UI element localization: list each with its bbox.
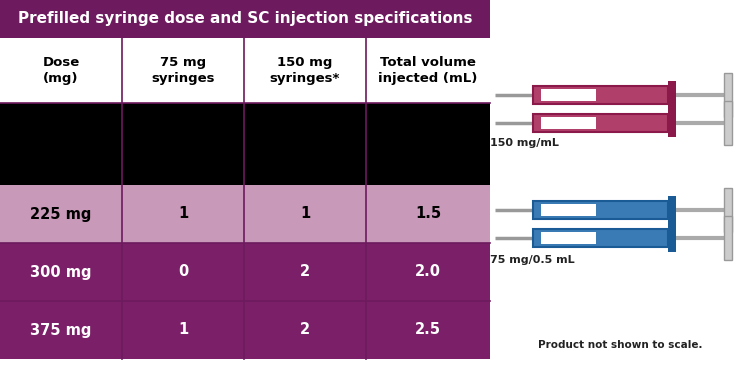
Bar bbox=[724, 73, 732, 117]
Bar bbox=[0, 185, 490, 243]
Text: 2.5: 2.5 bbox=[415, 323, 441, 337]
Bar bbox=[533, 114, 668, 132]
Text: Total volume
injected (mL): Total volume injected (mL) bbox=[378, 56, 478, 85]
Text: 225 mg: 225 mg bbox=[30, 206, 92, 222]
Text: 0: 0 bbox=[178, 264, 188, 280]
Bar bbox=[541, 117, 596, 129]
Text: 1: 1 bbox=[300, 206, 310, 222]
Bar bbox=[668, 224, 676, 252]
Bar bbox=[668, 196, 676, 224]
Bar bbox=[533, 86, 668, 104]
Text: 300 mg: 300 mg bbox=[30, 264, 92, 280]
Text: 2: 2 bbox=[300, 264, 310, 280]
Bar bbox=[541, 89, 596, 101]
Text: Prefilled syringe dose and SC injection specifications: Prefilled syringe dose and SC injection … bbox=[18, 11, 472, 27]
Bar bbox=[724, 216, 732, 260]
Text: 1.5: 1.5 bbox=[415, 206, 441, 222]
Bar bbox=[724, 101, 732, 145]
Bar bbox=[0, 301, 490, 359]
Bar bbox=[668, 109, 676, 137]
Bar bbox=[724, 188, 732, 232]
Text: 2: 2 bbox=[300, 323, 310, 337]
Text: 1: 1 bbox=[178, 206, 188, 222]
Bar bbox=[533, 201, 668, 219]
Text: 75 mg/0.5 mL: 75 mg/0.5 mL bbox=[490, 255, 574, 265]
Text: Product not shown to scale.: Product not shown to scale. bbox=[538, 340, 702, 350]
Bar bbox=[0, 38, 490, 103]
Bar bbox=[533, 229, 668, 247]
Bar bbox=[0, 0, 490, 38]
Bar bbox=[0, 243, 490, 301]
Text: 75 mg
syringes: 75 mg syringes bbox=[152, 56, 214, 85]
Text: Dose
(mg): Dose (mg) bbox=[42, 56, 80, 85]
Bar bbox=[0, 103, 490, 185]
Bar bbox=[541, 232, 596, 244]
Text: 150 mg/mL: 150 mg/mL bbox=[490, 138, 559, 148]
Text: 1: 1 bbox=[178, 323, 188, 337]
Bar bbox=[668, 81, 676, 109]
Text: 375 mg: 375 mg bbox=[30, 323, 92, 337]
Bar bbox=[541, 204, 596, 216]
Text: 2.0: 2.0 bbox=[415, 264, 441, 280]
Text: 150 mg
syringes*: 150 mg syringes* bbox=[270, 56, 340, 85]
